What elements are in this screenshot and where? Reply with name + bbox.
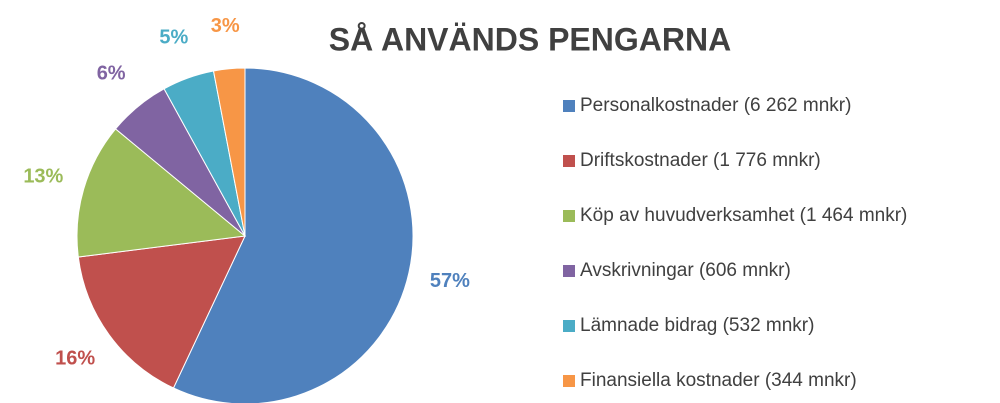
legend-swatch <box>563 265 575 277</box>
legend-label: Finansiella kostnader (344 mnkr) <box>580 370 857 391</box>
pie-slice <box>172 67 414 403</box>
legend-swatch <box>563 155 575 167</box>
slice-label: 6% <box>97 62 126 84</box>
slice-label: 13% <box>23 166 63 188</box>
pie-slice <box>77 235 246 389</box>
pie-slice <box>76 128 247 258</box>
pie-slice <box>212 67 246 237</box>
slice-label: 3% <box>211 15 240 37</box>
legend-swatch <box>563 320 575 332</box>
legend-label: Driftskostnader (1 776 mnkr) <box>580 150 821 171</box>
slice-label: 16% <box>55 348 95 370</box>
legend-label: Personalkostnader (6 262 mnkr) <box>580 95 851 116</box>
legend-label: Avskrivningar (606 mnkr) <box>580 260 791 281</box>
chart-title: SÅ ANVÄNDS PENGARNA <box>329 21 731 57</box>
legend-swatch <box>563 210 575 222</box>
slice-label: 57% <box>430 270 470 292</box>
slice-label: 5% <box>159 27 188 49</box>
legend-label: Köp av huvudverksamhet (1 464 mnkr) <box>580 205 907 226</box>
legend-label: Lämnade bidrag (532 mnkr) <box>580 315 814 336</box>
legend-swatch <box>563 100 575 112</box>
legend-swatch <box>563 375 575 387</box>
